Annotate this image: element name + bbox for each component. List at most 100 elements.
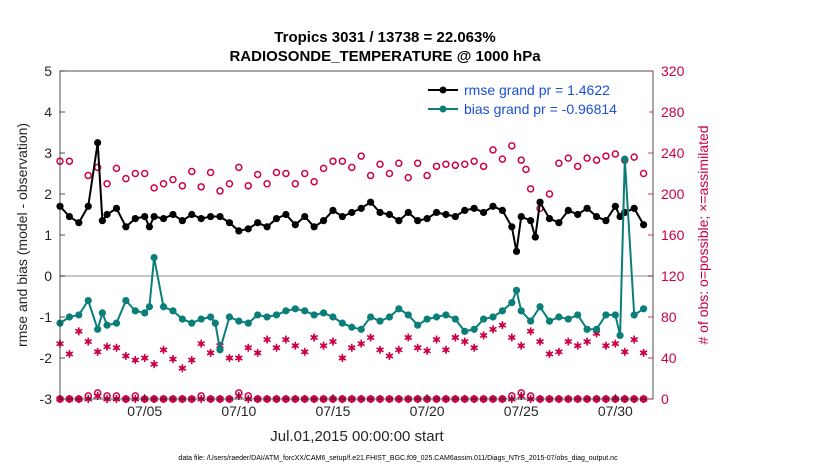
possible-obs-marker xyxy=(348,163,356,172)
asterisk-center xyxy=(359,341,364,346)
rmse-point xyxy=(395,217,403,225)
chart-title: Tropics 3031 / 13738 = 22.063% xyxy=(274,29,495,46)
assimilated-obs-marker xyxy=(404,333,413,342)
y-tick-label: 4 xyxy=(44,104,52,120)
possible-obs-marker xyxy=(479,162,488,171)
assimilated-obs-marker xyxy=(394,345,403,354)
rmse-point xyxy=(630,204,638,212)
assimilated-obs-marker xyxy=(65,349,74,358)
assimilated-obs-marker xyxy=(573,341,582,350)
assimilated-obs-marker xyxy=(253,348,262,357)
bias-point xyxy=(141,309,149,317)
assimilated-obs-marker xyxy=(338,354,347,362)
bias-point xyxy=(527,317,535,325)
rmse-point xyxy=(338,212,346,221)
asterisk-center xyxy=(500,323,505,328)
asterisk-center xyxy=(368,335,373,340)
rmse-point xyxy=(367,198,375,206)
assimilated-obs-marker xyxy=(611,339,620,348)
asterisk-center xyxy=(490,327,496,332)
bias-point xyxy=(414,321,422,329)
bias-point xyxy=(131,307,139,315)
bias-point xyxy=(602,311,610,319)
bias-point xyxy=(545,317,554,325)
assimilated-obs-marker xyxy=(310,333,319,342)
rmse-point xyxy=(94,139,102,147)
possible-obs-marker xyxy=(235,163,243,172)
axes-frame xyxy=(59,70,654,400)
asterisk-center xyxy=(274,345,279,350)
asterisk-center xyxy=(396,347,402,352)
possible-obs-marker xyxy=(489,146,497,154)
bias-point xyxy=(512,286,521,294)
asterisk-center xyxy=(114,345,119,350)
asterisk-center xyxy=(104,344,110,349)
rmse-point xyxy=(508,223,516,231)
possible-obs-marker xyxy=(338,157,347,165)
asterisk-center xyxy=(443,347,449,352)
assimilated-obs-marker xyxy=(263,335,271,344)
bias-point xyxy=(84,297,92,305)
bias-point xyxy=(150,253,158,262)
rmse-point xyxy=(225,219,234,227)
rmse-point xyxy=(235,227,243,235)
bias-point xyxy=(367,313,375,321)
data-file-footnote: data file: /Users/raeder/DAI/ATM_forcXX/… xyxy=(178,455,618,462)
rmse-point xyxy=(329,206,337,214)
assimilated-obs-marker xyxy=(442,345,450,354)
asterisk-center xyxy=(161,347,166,352)
assimilated-obs-marker xyxy=(526,327,535,336)
possible-obs-marker xyxy=(178,182,187,190)
possible-obs-marker xyxy=(169,175,177,184)
rmse-point xyxy=(414,217,422,225)
legend-box xyxy=(423,80,649,120)
possible-obs-marker xyxy=(310,177,318,186)
assimilated-obs-marker xyxy=(187,356,196,365)
asterisk-center xyxy=(462,339,467,344)
y-tick-label: 3 xyxy=(44,145,52,161)
asterisk-center xyxy=(631,337,637,342)
bias-point xyxy=(159,303,168,311)
asterisk-center xyxy=(227,355,232,361)
rmse-point xyxy=(423,215,431,223)
asterisk-center xyxy=(537,339,543,344)
possible-obs-marker xyxy=(291,180,300,188)
asterisk-center xyxy=(556,349,562,355)
bias-point xyxy=(225,313,234,321)
rmse-point xyxy=(84,202,92,210)
legend-bias-label: bias grand pr = -0.96814 xyxy=(464,101,617,117)
legend-bias-marker xyxy=(439,105,447,113)
rmse-point xyxy=(451,212,459,221)
y-tick-label: 0 xyxy=(44,268,52,284)
bias-point xyxy=(169,307,177,315)
x-tick-label: 07/05 xyxy=(127,403,162,419)
bias-point xyxy=(197,315,205,323)
possible-obs-marker xyxy=(583,154,591,162)
asterisk-center xyxy=(170,356,176,362)
assimilated-obs-marker xyxy=(93,347,102,356)
asterisk-center xyxy=(208,350,213,356)
assimilated-obs-marker xyxy=(197,339,206,348)
rmse-point xyxy=(602,217,610,225)
bias-point xyxy=(254,311,262,319)
rmse-point xyxy=(545,215,554,223)
y-right-tick-label: 240 xyxy=(661,145,685,161)
bias-point xyxy=(98,309,106,317)
possible-obs-marker xyxy=(555,159,563,167)
assimilated-obs-marker xyxy=(291,341,300,350)
possible-obs-marker xyxy=(460,160,469,169)
y-tick-label: -2 xyxy=(40,350,53,366)
x-tick-label: 07/25 xyxy=(504,403,539,419)
asterisk-center xyxy=(377,347,383,352)
bias-point xyxy=(112,319,121,327)
asterisk-center xyxy=(519,343,524,348)
asterisk-center xyxy=(509,335,515,340)
asterisk-center xyxy=(236,355,242,361)
bias-point xyxy=(310,311,318,319)
asterisk-center xyxy=(255,350,260,356)
assimilated-obs-marker xyxy=(564,337,573,346)
bias-point xyxy=(508,299,516,307)
assimilated-obs-marker xyxy=(319,341,328,350)
assimilated-obs-marker xyxy=(423,346,431,355)
asterisk-center xyxy=(246,345,251,350)
